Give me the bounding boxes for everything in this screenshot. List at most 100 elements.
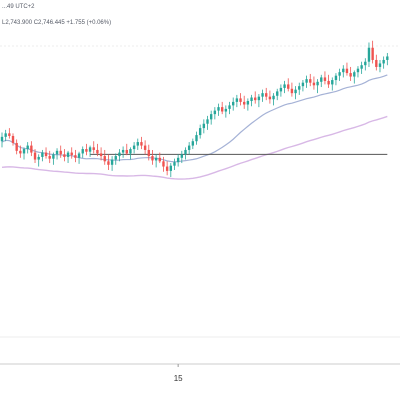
candle-body <box>261 93 264 97</box>
candle-body <box>187 145 191 150</box>
candle-body <box>44 152 48 157</box>
candle-body <box>283 84 286 88</box>
candle-body <box>85 149 88 152</box>
candle-body <box>118 152 121 157</box>
candle-body <box>96 149 99 154</box>
candle-body <box>202 123 206 129</box>
candle-body <box>301 82 305 87</box>
candle-body <box>220 107 224 112</box>
candle-body <box>11 135 15 143</box>
candle-body <box>338 72 341 76</box>
candle-body <box>22 149 26 154</box>
fast-moving-average-line <box>1 74 388 163</box>
candle-body <box>162 161 165 167</box>
candle-body <box>165 166 169 171</box>
candle-body <box>386 56 389 60</box>
x-axis: 151617182122 <box>174 364 183 383</box>
candle-body <box>312 82 316 86</box>
candle-body <box>180 154 184 158</box>
candle-body <box>360 65 363 69</box>
candle-body <box>132 145 136 150</box>
candle-body <box>4 133 7 137</box>
candle-body <box>206 119 209 124</box>
candle-body <box>176 157 180 163</box>
candle-body <box>103 156 106 162</box>
candle-body <box>243 101 246 105</box>
candle-body <box>30 145 33 153</box>
candle-body <box>143 145 147 150</box>
candle-body <box>158 157 161 162</box>
candle-body <box>41 152 44 157</box>
ohlc-quote-text: L2,743.900 C2,746.445 +1.755 (+0.06%) <box>2 20 111 26</box>
candle-body <box>305 79 308 83</box>
candle-body <box>342 68 345 73</box>
candle-body <box>48 156 51 159</box>
candle-body <box>121 149 125 153</box>
candle-body <box>52 154 55 159</box>
candle-body <box>209 114 213 120</box>
candle-body <box>63 154 66 157</box>
candle-body <box>55 150 59 155</box>
candle-body <box>0 136 4 142</box>
candle-body <box>309 79 312 83</box>
candle-body <box>66 152 70 157</box>
candle-body <box>364 61 367 66</box>
candle-body <box>59 150 62 155</box>
candle-body <box>371 47 374 60</box>
moving-averages <box>1 74 388 180</box>
candle-body <box>147 149 150 157</box>
candle-body <box>195 135 198 142</box>
candles <box>0 40 389 178</box>
candle-body <box>8 133 11 136</box>
candle-body <box>254 97 257 101</box>
candle-body <box>316 81 319 86</box>
candle-body <box>217 107 220 111</box>
candle-body <box>74 155 77 158</box>
candle-body <box>265 93 268 97</box>
candle-body <box>349 73 352 77</box>
candle-body <box>353 72 356 77</box>
candle-body <box>246 101 250 105</box>
candle-body <box>198 128 202 136</box>
candle-body <box>382 59 385 64</box>
candle-body <box>331 80 334 85</box>
candle-body <box>110 159 114 165</box>
horizontal-levels <box>90 153 388 155</box>
candle-body <box>367 47 371 62</box>
candle-body <box>250 97 253 102</box>
candle-body <box>154 157 158 161</box>
candle-body <box>136 142 139 146</box>
candle-body <box>213 110 217 115</box>
candle-body <box>99 153 103 157</box>
candle-body <box>33 152 37 160</box>
candle-body <box>114 156 117 160</box>
candle-body <box>26 145 29 150</box>
candle-body <box>169 165 172 171</box>
candle-body <box>268 96 272 100</box>
candle-body <box>228 105 231 109</box>
candle-body <box>232 101 235 106</box>
candle-body <box>92 147 95 150</box>
x-tick-label: 15 <box>174 374 183 383</box>
candle-body <box>378 63 382 67</box>
candle-body <box>239 98 242 102</box>
candle-body <box>184 149 187 155</box>
symbol-info-text: ...49 UTC+2 <box>2 4 35 10</box>
candle-body <box>77 153 81 158</box>
candle-body <box>88 147 92 152</box>
candle-body <box>129 149 132 154</box>
candle-body <box>19 150 22 154</box>
candle-body <box>37 156 40 160</box>
candle-body <box>191 141 195 146</box>
candle-body <box>224 108 228 112</box>
candle-body <box>125 149 128 154</box>
candle-body <box>356 68 360 73</box>
candle-body <box>81 149 84 154</box>
candle-body <box>279 87 283 92</box>
candle-body <box>276 91 279 96</box>
candle-body <box>294 89 297 94</box>
candle-body <box>334 75 338 81</box>
candle-body <box>272 95 275 100</box>
